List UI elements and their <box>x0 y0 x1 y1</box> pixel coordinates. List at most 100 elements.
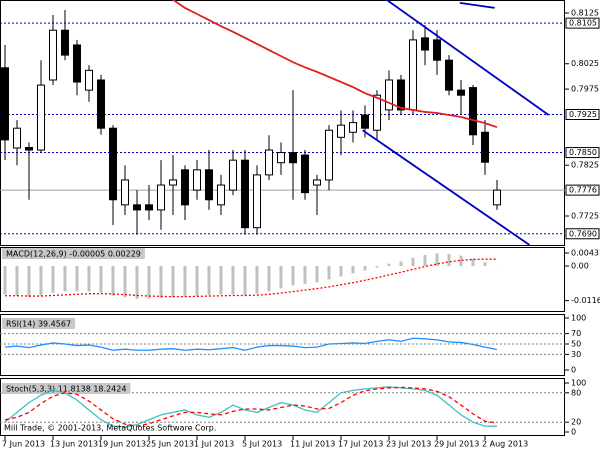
trend-line <box>459 1 495 9</box>
macd-bar <box>171 266 175 298</box>
x-tick-label: 5 Jul 2013 <box>242 440 282 449</box>
macd-bar <box>303 266 307 284</box>
price-panel <box>0 0 565 245</box>
candle-body <box>241 159 249 229</box>
y-tick-label: 50 <box>571 340 581 349</box>
y-tick-label: 0 <box>571 366 576 375</box>
indicator-line <box>5 258 498 298</box>
candle-body <box>217 184 225 206</box>
indicator-label-bg <box>2 383 131 394</box>
macd-bar <box>459 255 463 267</box>
level-label: 0.7925 <box>569 110 597 119</box>
x-tick-label: 23 Jul 2013 <box>386 440 431 449</box>
candle-body <box>313 179 321 186</box>
x-tick-label: 1 Jul 2013 <box>194 440 234 449</box>
candle-body <box>193 169 201 191</box>
candle-body <box>61 29 69 56</box>
candle-body <box>145 204 153 211</box>
candle-body <box>373 94 381 131</box>
macd-bar <box>423 254 427 267</box>
candle-body <box>73 44 81 83</box>
x-tick-label: 13 Jun 2013 <box>50 440 98 449</box>
candle-body <box>409 39 417 111</box>
macd-bar <box>315 266 319 283</box>
trend-line <box>362 129 530 245</box>
stoch-panel: Stoch(5,3,3) 11.8138 18.2424 Mill Trade, … <box>0 383 565 433</box>
panel-border <box>0 314 565 376</box>
candle-body <box>169 179 177 186</box>
panel-border <box>0 0 565 246</box>
candle-body <box>49 29 57 81</box>
indicator-label: RSI(14) 39.4567 <box>6 320 71 329</box>
level-label-box <box>565 228 600 240</box>
y-tick-label: 0 <box>571 428 576 437</box>
x-tick-label: 11 Jul 2013 <box>290 440 335 449</box>
macd-bar <box>87 266 91 292</box>
macd-bar <box>15 266 19 296</box>
panel-border <box>0 378 565 436</box>
y-tick-label: 0.7825 <box>571 161 599 170</box>
candle-body <box>133 204 141 211</box>
moving-average <box>172 0 498 129</box>
macd-bar <box>339 266 343 277</box>
level-label-box <box>565 17 600 29</box>
candle-body <box>277 152 285 164</box>
macd-bar <box>195 266 199 296</box>
y-tick-label: 100 <box>571 314 586 323</box>
macd-bar <box>159 266 163 299</box>
macd-bar <box>363 266 367 271</box>
indicator-label-bg <box>2 248 145 259</box>
macd-bar <box>183 266 187 297</box>
candle-body <box>157 184 165 211</box>
macd-bar <box>63 266 67 292</box>
y-tick-label: 100 <box>571 379 586 388</box>
y-tick-label: 0.7975 <box>571 85 599 94</box>
y-tick-label: 0.8125 <box>571 8 599 17</box>
macd-bar <box>219 266 223 295</box>
macd-bar <box>3 266 7 295</box>
y-tick-label: 0.00437 <box>571 248 600 257</box>
macd-bar <box>483 262 487 267</box>
level-label-box <box>565 147 600 159</box>
x-tick-label: 25 Jun 2013 <box>146 440 194 449</box>
indicator-label: Stoch(5,3,3) 11.8138 18.2424 <box>6 385 126 394</box>
candle-body <box>385 79 393 111</box>
candle-body <box>121 179 129 206</box>
macd-bar <box>279 266 283 289</box>
candle-body <box>325 129 333 181</box>
level-label: 0.8105 <box>569 19 597 28</box>
macd-bar <box>375 266 379 268</box>
x-tick-label: 19 Jun 2013 <box>98 440 146 449</box>
y-tick-label: 0.8025 <box>571 59 599 68</box>
level-label: 0.7690 <box>569 229 597 238</box>
x-tick-label: 7 Jun 2013 <box>2 440 45 449</box>
axes: 0.8125 0.8025 0.7975 0.7825 0.7725 0.8105 0.79… <box>2 8 600 448</box>
footer-note: Mill Trade, © 2001-2013, MetaQuotes Soft… <box>4 424 216 433</box>
macd-panel: MACD(12,26,9) -0.00005 0.00229 <box>2 248 499 299</box>
level-label: 0.7850 <box>569 148 597 157</box>
macd-bar <box>111 266 115 296</box>
candle-body <box>301 154 309 194</box>
x-tick-label: 29 Jul 2013 <box>434 440 479 449</box>
candle-body <box>481 131 489 163</box>
macd-bar <box>135 266 139 299</box>
candle-body <box>337 124 345 138</box>
macd-bar <box>147 266 151 299</box>
indicator-label: MACD(12,26,9) -0.00005 0.00229 <box>6 250 141 259</box>
candle-body <box>289 152 297 164</box>
level-label-box <box>565 108 600 120</box>
macd-bar <box>387 263 391 267</box>
macd-bar <box>351 266 355 274</box>
macd-bar <box>99 266 103 293</box>
macd-bar <box>75 266 79 292</box>
indicator-line <box>4 337 498 351</box>
current-price-label: 0.7776 <box>569 186 597 195</box>
candle-body <box>37 84 45 151</box>
macd-bar <box>291 266 295 286</box>
y-tick-label: 20 <box>571 418 581 427</box>
candle-body <box>421 37 429 51</box>
macd-bar <box>255 266 259 294</box>
macd-bar <box>447 254 451 267</box>
indicator-label-bg <box>2 318 76 329</box>
candle-body <box>493 189 501 206</box>
